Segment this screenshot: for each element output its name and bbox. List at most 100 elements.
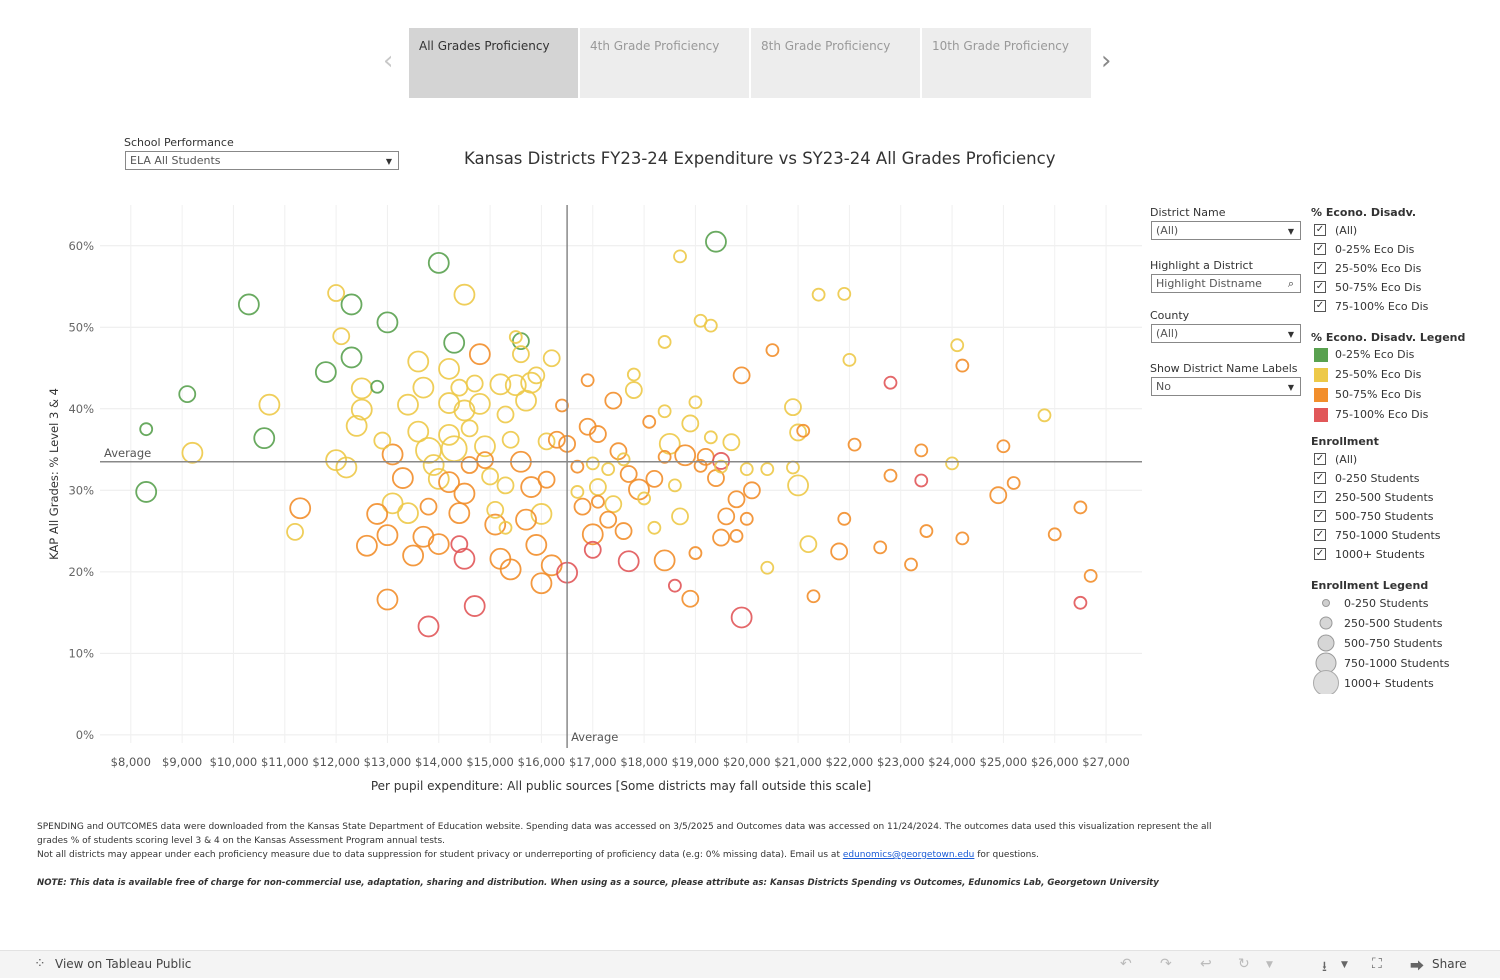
district-point: [688, 546, 703, 560]
enrollment-legend-label-3: 500-750 Students: [1344, 637, 1443, 650]
x-tick-label: $23,000: [877, 755, 925, 769]
tab-all-grades[interactable]: All Grades Proficiency: [409, 28, 578, 98]
district-point: [653, 549, 676, 572]
district-point: [397, 393, 419, 416]
y-axis-title: KAP All Grades: % Level 3 & 4: [47, 388, 61, 560]
district-point: [739, 511, 754, 526]
district-point: [178, 385, 197, 404]
redo-icon[interactable]: ↷: [1160, 956, 1172, 972]
eco-filter-checkbox-50-75[interactable]: ✓: [1314, 281, 1326, 293]
district-point: [989, 486, 1008, 505]
eco-legend-label-0-25: 0-25% Eco Dis: [1335, 348, 1415, 361]
eco-filter-label-0-25: 0-25% Eco Dis: [1335, 243, 1415, 256]
district-point: [376, 524, 399, 547]
eco-filter-checkbox-0-25[interactable]: ✓: [1314, 243, 1326, 255]
eco-filter-label-50-75: 50-75% Eco Dis: [1335, 281, 1422, 294]
view-on-tableau-link[interactable]: View on Tableau Public: [55, 957, 192, 971]
refresh-icon[interactable]: ↻: [1238, 956, 1250, 972]
district-point: [742, 481, 761, 500]
share-button[interactable]: Share: [1432, 957, 1467, 971]
enrollment-filter-label-0-250: 0-250 Students: [1335, 472, 1420, 485]
undo-icon[interactable]: ↶: [1120, 956, 1132, 972]
revert-icon[interactable]: ↩: [1200, 956, 1212, 972]
tab-4th-grade[interactable]: 4th Grade Proficiency: [580, 28, 749, 98]
district-point: [501, 430, 520, 449]
district-point: [484, 513, 507, 536]
enrollment-filter-label-750-1000: 750-1000 Students: [1335, 529, 1441, 542]
district-point: [366, 503, 389, 525]
enrollment-filter-checkbox-500-750[interactable]: ✓: [1314, 510, 1326, 522]
district-point: [530, 503, 553, 525]
chart-title: Kansas Districts FY23-24 Expenditure vs …: [464, 149, 1056, 168]
next-story-point-button[interactable]: ›: [1101, 46, 1112, 76]
prev-story-point-button[interactable]: ‹: [383, 46, 394, 76]
district-point: [730, 606, 753, 629]
x-tick-label: $26,000: [1031, 755, 1079, 769]
enrollment-filter-checkbox-750-1000[interactable]: ✓: [1314, 529, 1326, 541]
district-point: [919, 524, 934, 538]
eco-filter-checkbox-75-100[interactable]: ✓: [1314, 300, 1326, 312]
x-tick-label: $17,000: [569, 755, 617, 769]
district-point: [637, 491, 651, 506]
district-point: [381, 492, 404, 515]
enrollment-filter-title: Enrollment: [1311, 435, 1379, 448]
x-tick-label: $20,000: [723, 755, 771, 769]
district-point: [438, 357, 460, 380]
x-tick-label: $22,000: [826, 755, 874, 769]
y-tick-label: 20%: [68, 565, 94, 579]
district-point: [419, 497, 438, 516]
highlight-district-input[interactable]: Highlight Distname ⌕: [1151, 274, 1301, 293]
county-dropdown[interactable]: (All) ▼: [1151, 324, 1301, 343]
eco-filter-checkbox-all[interactable]: ✓: [1314, 224, 1326, 236]
show-labels-dropdown[interactable]: No ▼: [1151, 377, 1301, 396]
enrollment-filter-checkbox-250-500[interactable]: ✓: [1314, 491, 1326, 503]
county-value: (All): [1156, 327, 1179, 340]
district-point: [657, 335, 672, 349]
eco-filter-label-75-100: 75-100% Eco Dis: [1335, 300, 1429, 313]
email-link[interactable]: edunomics@georgetown.edu: [842, 850, 975, 860]
x-tick-label: $18,000: [620, 755, 668, 769]
enrollment-filter-checkbox-0-250[interactable]: ✓: [1314, 472, 1326, 484]
school-performance-dropdown[interactable]: ELA All Students ▼: [125, 151, 399, 170]
district-point: [667, 578, 682, 593]
download-icon[interactable]: ⭳: [1322, 959, 1327, 975]
district-point: [712, 452, 730, 470]
district-point: [486, 500, 505, 519]
district-point: [950, 338, 965, 353]
x-axis-title: Per pupil expenditure: All public source…: [371, 779, 871, 793]
district-point: [1047, 527, 1062, 542]
district-point: [332, 327, 351, 346]
district-point: [412, 525, 435, 548]
chevron-down-icon: ▼: [1287, 330, 1294, 339]
district-point: [847, 437, 862, 452]
district-point: [1006, 476, 1021, 490]
district-point: [412, 376, 435, 399]
enrollment-filter-checkbox-1000-plus[interactable]: ✓: [1314, 548, 1326, 560]
eco-legend-swatch-50-75: [1314, 388, 1328, 402]
tab-10th-grade[interactable]: 10th Grade Proficiency: [922, 28, 1091, 98]
district-point: [996, 439, 1011, 454]
source-note-line1: SPENDING and OUTCOMES data were download…: [37, 822, 1212, 832]
fullscreen-icon[interactable]: ⛶: [1372, 956, 1382, 972]
tab-8th-grade[interactable]: 8th Grade Proficiency: [751, 28, 920, 98]
enrollment-filter-checkbox-all[interactable]: ✓: [1314, 453, 1326, 465]
eco-filter-checkbox-25-50[interactable]: ✓: [1314, 262, 1326, 274]
district-point: [914, 473, 929, 488]
district-point: [883, 375, 898, 390]
district-point: [722, 433, 741, 452]
district-name-dropdown[interactable]: (All) ▼: [1151, 221, 1301, 240]
school-performance-value: ELA All Students: [130, 154, 221, 167]
y-tick-label: 40%: [68, 402, 94, 416]
district-point: [504, 374, 527, 397]
y-tick-label: 30%: [68, 483, 94, 497]
enrollment-filter-label-1000-plus: 1000+ Students: [1335, 548, 1425, 561]
x-tick-label: $12,000: [312, 755, 360, 769]
chevron-down-icon[interactable]: ▼: [1266, 960, 1273, 970]
district-name-label: District Name: [1150, 206, 1226, 219]
eco-legend-swatch-0-25: [1314, 348, 1328, 362]
chevron-down-icon[interactable]: ▼: [1341, 960, 1348, 970]
district-point: [580, 373, 595, 388]
district-point: [181, 441, 204, 464]
district-point: [286, 522, 304, 541]
share-icon[interactable]: ⮕: [1410, 959, 1424, 975]
